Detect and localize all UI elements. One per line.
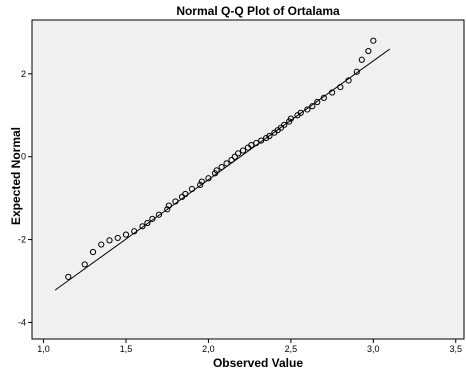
data-point — [155, 211, 163, 218]
x-axis-title: Observed Value — [213, 356, 303, 370]
data-point — [297, 109, 304, 116]
data-point — [223, 160, 230, 167]
data-point — [81, 261, 88, 268]
x-tick-label: 3,5 — [449, 344, 462, 354]
y-axis-ticks: -4 -2 0 2 — [18, 69, 32, 327]
y-tick-label: -4 — [18, 317, 26, 327]
data-point — [353, 68, 360, 75]
data-point — [198, 178, 205, 185]
data-point — [370, 37, 377, 44]
x-tick-label: 1,5 — [120, 344, 133, 354]
x-tick-label: 3,0 — [367, 344, 380, 354]
data-point — [309, 103, 316, 110]
data-point — [358, 56, 365, 63]
data-point — [164, 206, 171, 213]
data-point — [149, 215, 156, 222]
data-point — [131, 228, 138, 235]
data-point — [139, 223, 146, 230]
x-tick-label: 1,0 — [37, 344, 50, 354]
plot-background — [31, 19, 465, 340]
data-point — [144, 219, 151, 227]
y-tick-label: -2 — [18, 235, 26, 245]
y-tick-label: 0 — [21, 152, 26, 162]
data-point — [258, 137, 265, 144]
data-point — [228, 156, 235, 164]
x-tick-label: 2,0 — [202, 344, 215, 354]
data-point — [314, 98, 321, 106]
data-point — [165, 202, 172, 209]
data-point — [235, 150, 242, 157]
chart-title: Normal Q-Q Plot of Ortalama — [176, 4, 340, 18]
data-point — [65, 273, 72, 280]
data-point — [248, 142, 255, 149]
data-point — [182, 190, 189, 198]
data-point — [114, 234, 121, 242]
y-axis-title: Expected Normal — [9, 127, 23, 225]
data-point — [328, 89, 336, 96]
data-point — [281, 121, 288, 128]
data-points — [65, 37, 377, 280]
data-point — [337, 84, 344, 91]
data-point — [266, 132, 273, 140]
data-point — [213, 167, 220, 174]
data-point — [197, 181, 204, 188]
data-point — [345, 77, 352, 84]
data-point — [365, 47, 372, 55]
x-tick-label: 2,5 — [285, 344, 298, 354]
data-point — [122, 231, 130, 238]
data-point — [304, 106, 311, 113]
data-point — [320, 94, 327, 101]
data-point — [98, 241, 105, 248]
data-point — [205, 175, 212, 182]
data-point — [172, 198, 179, 205]
data-point — [253, 139, 260, 147]
data-point — [218, 163, 225, 171]
data-point — [89, 248, 97, 256]
y-tick-label: 2 — [21, 69, 26, 79]
data-point — [231, 153, 238, 160]
x-axis-ticks: 1,0 1,5 2,0 2,5 3,0 3,5 — [37, 339, 462, 354]
data-point — [106, 237, 113, 244]
data-point — [287, 115, 294, 122]
data-point — [188, 185, 196, 193]
data-point — [239, 147, 247, 154]
